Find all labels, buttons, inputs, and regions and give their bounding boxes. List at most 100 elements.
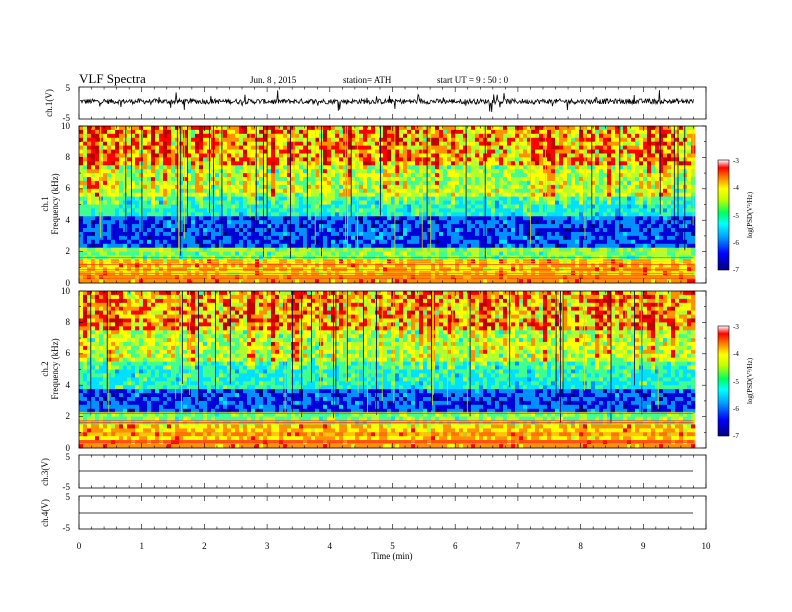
- spectrogram-cell: [371, 271, 376, 276]
- spectrogram-cell: [111, 239, 116, 245]
- spectrogram-cell: [567, 208, 572, 213]
- spectrogram-cell: [363, 184, 368, 190]
- spectrogram-cell: [127, 267, 132, 272]
- spectrogram-cell: [375, 212, 380, 217]
- spectrogram-cell: [511, 271, 516, 276]
- spectrogram-cell: [203, 145, 208, 150]
- spectrogram-cell: [259, 235, 264, 241]
- spectrogram-cell: [391, 208, 396, 213]
- spectrogram-cell: [399, 271, 404, 276]
- spectrogram-cell: [267, 228, 272, 233]
- spectrogram-cell: [447, 243, 452, 249]
- spectrogram-cell: [83, 133, 88, 139]
- spectrogram-cell: [335, 271, 340, 276]
- spectrogram-cell: [507, 133, 512, 139]
- spectrogram-cell: [159, 216, 164, 221]
- spectrogram-cell: [179, 224, 184, 229]
- spectrogram-cell: [415, 208, 420, 213]
- spectrogram-cell: [331, 133, 336, 139]
- spectrogram-cell: [491, 184, 496, 190]
- spectrogram-cell: [567, 263, 572, 268]
- spectrogram-cell: [107, 204, 112, 209]
- spectrogram-cell: [511, 228, 516, 233]
- spectrogram-cell: [107, 220, 112, 225]
- spectrogram-cell: [567, 271, 572, 276]
- spectrogram-cell: [87, 169, 92, 174]
- spectrogram-cell: [323, 279, 328, 284]
- spectrogram-cell: [87, 188, 92, 194]
- spectrogram-cell: [207, 200, 212, 205]
- spectrogram-cell: [387, 133, 392, 139]
- spectrogram-cell: [215, 204, 220, 209]
- spectrogram-cell: [163, 228, 168, 233]
- spectrogram-cell: [435, 216, 440, 221]
- spectrogram-cell: [207, 133, 212, 139]
- spectrogram-cell: [295, 279, 300, 284]
- spectrogram-cell: [311, 216, 316, 221]
- spectrogram-cell: [159, 180, 164, 186]
- spectrogram-cell: [203, 208, 208, 213]
- spectrogram-cell: [131, 157, 136, 162]
- spectrogram-cell: [167, 275, 172, 280]
- spectrogram-cell: [479, 153, 484, 158]
- spectrogram-cell: [467, 267, 472, 272]
- spectrogram-cell: [459, 169, 464, 174]
- spectrogram-cell: [99, 208, 104, 213]
- spectrogram-cell: [267, 208, 272, 213]
- spectrogram-cell: [231, 192, 236, 197]
- spectrogram-cell: [187, 184, 192, 190]
- spectrogram-cell: [191, 208, 196, 213]
- spectrogram-cell: [295, 243, 300, 249]
- spectrogram-cell: [147, 157, 152, 162]
- spectrogram-cell: [563, 126, 568, 131]
- spectrogram-cell: [191, 212, 196, 217]
- spectrogram-cell: [531, 235, 536, 241]
- spectrogram-cell: [387, 173, 392, 178]
- spectrogram-cell: [295, 228, 300, 233]
- spectrogram-cell: [99, 224, 104, 229]
- spectrogram-cell: [343, 228, 348, 233]
- spectrogram-cell: [467, 208, 472, 213]
- spectrogram-cell: [183, 220, 188, 225]
- spectrogram-cell: [475, 216, 480, 221]
- spectrogram-cell: [371, 141, 376, 146]
- spectrogram-cell: [363, 232, 368, 237]
- spectrogram-cell: [247, 208, 252, 213]
- spectrogram-cell: [551, 216, 556, 221]
- spectrogram-cell: [395, 204, 400, 209]
- spectrogram-cell: [115, 169, 120, 174]
- spectrogram-cell: [495, 267, 500, 272]
- spectrogram-cell: [131, 133, 136, 139]
- spectrogram-cell: [215, 212, 220, 217]
- spectrogram-cell: [219, 180, 224, 186]
- spectrogram-cell: [279, 239, 284, 245]
- spectrogram-cell: [95, 145, 100, 150]
- spectrogram-cell: [131, 271, 136, 276]
- spectrogram-cell: [419, 173, 424, 178]
- spectrogram-cell: [143, 251, 148, 256]
- spectrogram-cell: [135, 216, 140, 221]
- spectrogram-cell: [163, 145, 168, 150]
- spectrogram-cell: [191, 149, 196, 154]
- spectrogram-cell: [375, 149, 380, 154]
- spectrogram-cell: [295, 224, 300, 229]
- spectrogram-cell: [531, 137, 536, 143]
- spectrogram-cell: [359, 232, 364, 237]
- spectrogram-cell: [379, 188, 384, 194]
- spectrogram-cell: [399, 196, 404, 201]
- spectrogram-cell: [251, 204, 256, 209]
- spectrogram-cell: [487, 239, 492, 245]
- spectrogram-cell: [311, 180, 316, 186]
- spectrogram-cell: [451, 192, 456, 197]
- spectrogram-cell: [195, 204, 200, 209]
- spectrogram-cell: [379, 208, 384, 213]
- spectrogram-cell: [191, 188, 196, 194]
- spectrogram-cell: [275, 216, 280, 221]
- spectrogram-cell: [571, 224, 576, 229]
- spectrogram-cell: [91, 267, 96, 272]
- spectrogram-cell: [103, 212, 108, 217]
- spectrogram-cell: [143, 200, 148, 205]
- spectrogram-cell: [299, 188, 304, 194]
- spectrogram-cell: [247, 192, 252, 197]
- spectrogram-cell: [255, 149, 260, 154]
